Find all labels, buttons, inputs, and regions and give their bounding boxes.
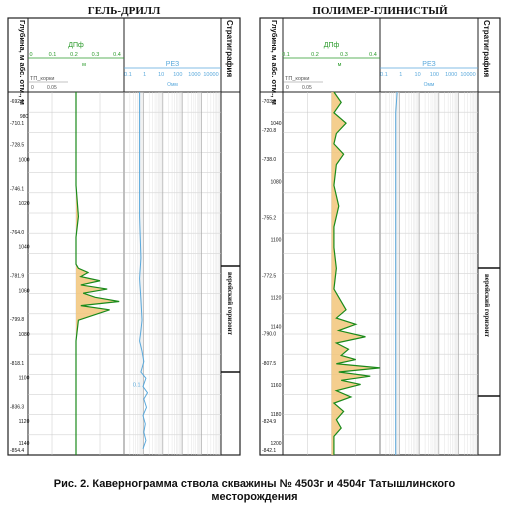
panel2-track2-unit: Омм bbox=[424, 82, 435, 88]
panel2-depth-md: 1200 bbox=[270, 441, 281, 447]
panel1-track1b-label: ТП_корки bbox=[30, 76, 54, 82]
log-panel-1: ГЕЛЬ-ДРИЛЛ Глубина, м абс. отм., м Стратиг… bbox=[7, 5, 241, 456]
panel2-track2-tick: 0.1 bbox=[380, 72, 388, 78]
panel1-depth-md: 1020 bbox=[18, 201, 29, 207]
panel1-resistivity-curve bbox=[139, 92, 149, 449]
panel1-depth-abs: -818.1 bbox=[10, 361, 24, 367]
panel2-track2-tick: 100 bbox=[430, 72, 439, 78]
panel2-track1b-tick: 0.05 bbox=[302, 85, 312, 91]
panel1-track1b-tick: 0 bbox=[31, 85, 34, 91]
panel1-depth-md: 980 bbox=[20, 114, 29, 120]
panel2-strat-header: Стратиграфия bbox=[482, 20, 491, 77]
panel2-track1b-label: ТП_корки bbox=[285, 76, 309, 82]
panel1-depth-abs: -746.1 bbox=[10, 186, 24, 192]
panel1-title: ГЕЛЬ-ДРИЛЛ bbox=[88, 5, 161, 17]
panel1-depth-md: 1120 bbox=[19, 419, 30, 425]
panel1-depth-abs: -836.3 bbox=[10, 404, 24, 410]
panel1-track1b-tick: 0.05 bbox=[47, 85, 57, 91]
panel1-track2-unit: Омм bbox=[167, 82, 178, 88]
panel1-depth-md: 1000 bbox=[18, 157, 29, 163]
panel2-track1-tick: 0.4 bbox=[369, 52, 377, 58]
panel2-depth-md: 1180 bbox=[271, 412, 282, 418]
panel2-depth-abs: -807.5 bbox=[262, 361, 276, 367]
panel2-depth-md: 1140 bbox=[271, 325, 282, 331]
panel2-track2-tick: 10 bbox=[415, 72, 421, 78]
figure-caption: Рис. 2. Кавернограмма ствола скважины № … bbox=[0, 478, 509, 504]
caption-line-1: Рис. 2. Кавернограмма ствола скважины № … bbox=[53, 478, 456, 490]
panel2-depth-abs: -842.1 bbox=[262, 448, 276, 454]
panel1-caliper-fill bbox=[76, 92, 120, 455]
panel1-depth-abs: -692.1 bbox=[10, 99, 24, 105]
panel2-track2-tick: 1 bbox=[399, 72, 402, 78]
panel2-depth-abs: -755.2 bbox=[262, 215, 276, 221]
panel2-track1-tick: 0.3 bbox=[340, 52, 348, 58]
panel1-track2-tick: 1000 bbox=[188, 72, 200, 78]
panel2-depth-md: 1160 bbox=[271, 383, 282, 389]
panel1-depth-abs: -854.4 bbox=[10, 448, 24, 454]
panel2-depth-md: 1080 bbox=[270, 179, 281, 185]
panel2-title: ПОЛИМЕР-ГЛИНИСТЫЙ bbox=[312, 5, 448, 17]
panel2-track1-unit: м bbox=[338, 62, 342, 68]
panel1-depth-abs: -710.1 bbox=[10, 121, 24, 127]
panel1-track2-tick: 0.1 bbox=[124, 72, 132, 78]
panel2-depth-abs: -703.5 bbox=[262, 99, 276, 105]
panel1-track1-label: ДПф bbox=[68, 42, 84, 49]
panel1-track1-tick: 0.4 bbox=[113, 52, 121, 58]
panel1-depth-md: 1040 bbox=[18, 245, 29, 251]
panel2-depth-abs: -720.8 bbox=[262, 128, 276, 134]
panel2-horizon-label: верейский горизонт bbox=[483, 274, 491, 338]
panel2-depth-abs: -824.9 bbox=[262, 419, 276, 425]
panel1-track1-tick: 0.3 bbox=[92, 52, 100, 58]
panel1-track2-tick: 100 bbox=[173, 72, 182, 78]
panel1-depth-md: 1080 bbox=[18, 332, 29, 338]
panel2-track1-tick: 0.2 bbox=[311, 52, 319, 58]
panel1-depth-abs: -728.5 bbox=[10, 143, 24, 149]
panel1-track1-tick: 0.2 bbox=[70, 52, 78, 58]
panel2-depth-md: 1040 bbox=[270, 121, 281, 127]
panel2-depth-header: Глубина, м абс. отм., м bbox=[270, 20, 279, 105]
panel1-depth-md: 1140 bbox=[19, 441, 30, 447]
panel1-track1-tick: 0.1 bbox=[49, 52, 57, 58]
panel2-caliper-curve bbox=[332, 91, 381, 455]
panel2-resistivity-curve bbox=[395, 91, 398, 455]
panel2-track2-tick: 1000 bbox=[445, 72, 457, 78]
caption-line-2: месторождения bbox=[211, 491, 298, 503]
panel2-track1-label: ДПф bbox=[324, 42, 340, 49]
panel2-depth-abs: -738.0 bbox=[262, 157, 276, 163]
panel2-caliper-fill bbox=[331, 92, 380, 455]
panel1-track1-unit: м bbox=[82, 62, 86, 68]
panel1-track2-tick: 10 bbox=[158, 72, 164, 78]
panel1-depth-abs: -781.9 bbox=[10, 274, 24, 280]
panel1-depth-md: 1100 bbox=[19, 376, 30, 382]
panel1-depth-md: 1060 bbox=[18, 288, 29, 294]
panel1-track2-tick: 1 bbox=[143, 72, 146, 78]
log-panel-2: ПОЛИМЕР-ГЛИНИСТЫЙ Глубина, м абс. отм., м… bbox=[259, 5, 501, 456]
panel2-track2-tick: 10000 bbox=[460, 72, 475, 78]
panel2-depth-abs: -772.5 bbox=[262, 274, 276, 280]
panel1-curve-tag: 0.1 bbox=[133, 383, 141, 389]
panel1-track2-tick: 10000 bbox=[203, 72, 218, 78]
panel1-track2-label: РЕЗ bbox=[166, 61, 179, 68]
panel1-strat-header: Стратиграфия bbox=[225, 20, 234, 77]
panel1-depth-abs: -764.0 bbox=[10, 230, 24, 236]
panel1-track1-tick: 0 bbox=[29, 52, 32, 58]
panel1-depth-header: Глубина, м абс. отм., м bbox=[18, 20, 27, 105]
panel2-track2-label: РЕЗ bbox=[422, 61, 435, 68]
panel2-depth-md: 1120 bbox=[271, 296, 282, 302]
panel1-caliper-curve bbox=[75, 92, 120, 455]
panel2-depth-md: 1100 bbox=[271, 237, 282, 243]
panel2-depth-abs: -790.0 bbox=[262, 332, 276, 338]
panel2-track1b-tick: 0 bbox=[286, 85, 289, 91]
panel1-horizon-label: верейский горизонт bbox=[226, 272, 234, 336]
panel1-depth-abs: -799.8 bbox=[10, 317, 24, 323]
panel2-track1-tick: 0.1 bbox=[282, 52, 290, 58]
